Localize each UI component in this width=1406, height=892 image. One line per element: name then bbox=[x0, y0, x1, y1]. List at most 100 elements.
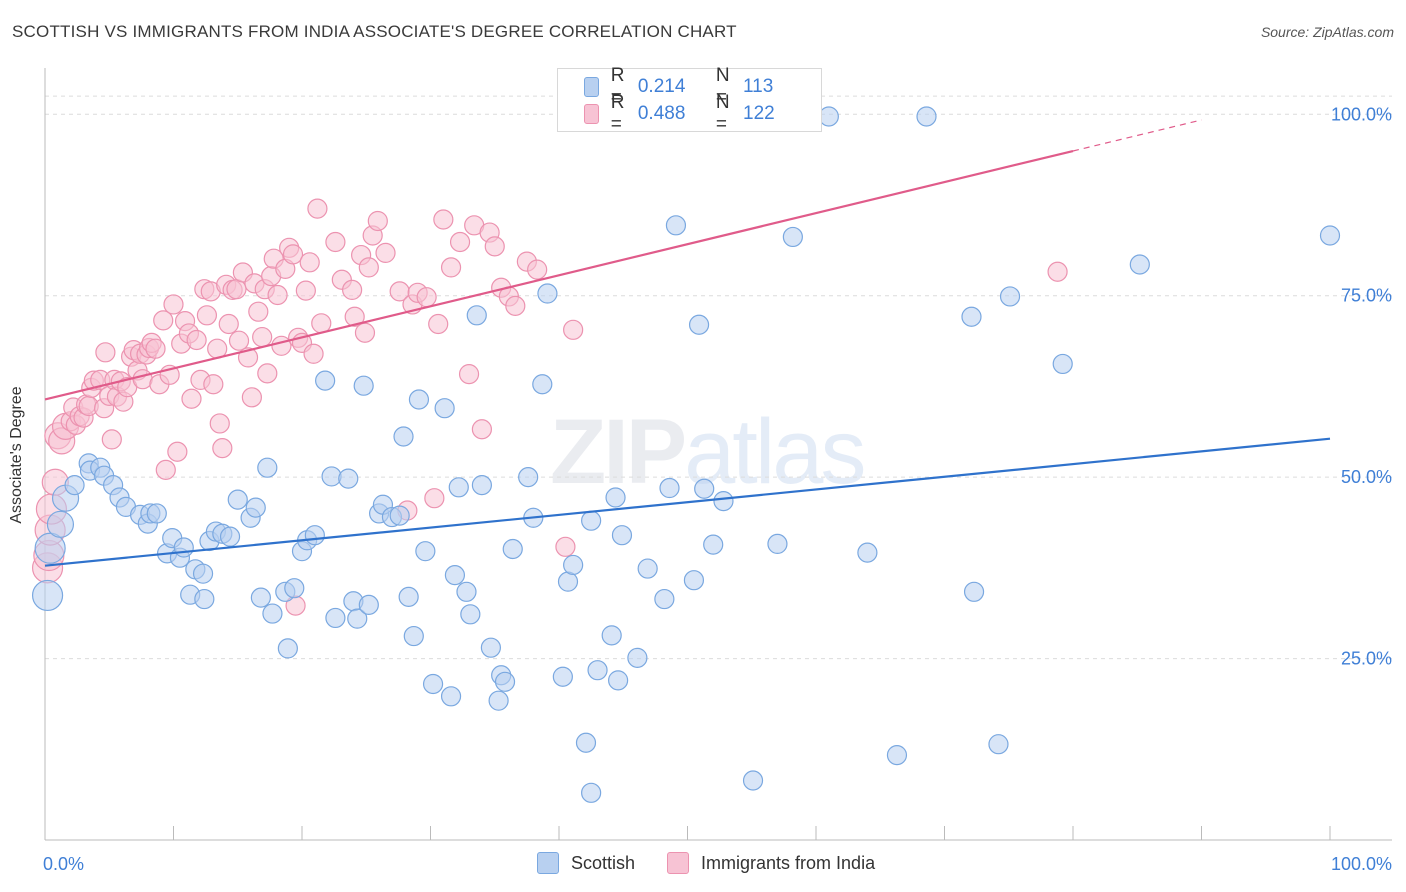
scottish-point bbox=[434, 398, 455, 419]
scottish-point bbox=[422, 673, 444, 695]
scottish-point bbox=[857, 542, 878, 563]
scottish-point bbox=[245, 497, 266, 518]
scottish-point bbox=[460, 604, 481, 625]
scottish-point bbox=[713, 490, 734, 512]
india-point bbox=[212, 438, 233, 459]
india-point bbox=[471, 419, 492, 440]
scottish-point bbox=[916, 106, 937, 127]
scottish-point bbox=[1129, 254, 1150, 275]
scottish-point bbox=[683, 570, 705, 591]
india-point bbox=[311, 313, 332, 334]
scottish-point bbox=[659, 477, 680, 499]
india-point bbox=[428, 313, 449, 335]
india-point bbox=[145, 338, 166, 359]
y-tick-label: 50.0% bbox=[1341, 467, 1392, 487]
scottish-point bbox=[353, 375, 374, 396]
india-point bbox=[505, 295, 526, 316]
india-point bbox=[132, 369, 153, 390]
trend-lines bbox=[44, 119, 1331, 567]
india-trend-line bbox=[44, 149, 1074, 401]
legend-item-india[interactable]: Immigrants from India bbox=[667, 852, 875, 874]
india-point bbox=[424, 488, 445, 509]
scottish-points bbox=[31, 106, 1341, 803]
scottish-point bbox=[694, 478, 715, 499]
india-point bbox=[257, 363, 278, 384]
india-point bbox=[303, 343, 324, 364]
india-trend-extension bbox=[1072, 119, 1202, 152]
scottish-point bbox=[325, 607, 346, 629]
scottish-point bbox=[146, 503, 167, 524]
india-point bbox=[354, 322, 376, 343]
scottish-point bbox=[403, 625, 424, 647]
india-point bbox=[218, 313, 239, 335]
scottish-point bbox=[444, 565, 466, 586]
scottish-swatch bbox=[584, 77, 599, 97]
scottish-point bbox=[703, 534, 724, 555]
scottish-point bbox=[502, 538, 523, 560]
india-point bbox=[252, 326, 273, 348]
india-point bbox=[299, 252, 320, 273]
india-point bbox=[344, 306, 365, 327]
india-point bbox=[163, 294, 184, 315]
scottish-point bbox=[315, 370, 336, 391]
scottish-point bbox=[1319, 225, 1341, 246]
scottish-point bbox=[31, 579, 64, 612]
india-point bbox=[209, 413, 230, 434]
india-point bbox=[449, 231, 471, 253]
scottish-point bbox=[581, 782, 602, 803]
india-point bbox=[563, 319, 584, 340]
scottish-point bbox=[64, 475, 85, 496]
legend-item-scottish[interactable]: Scottish bbox=[537, 852, 635, 874]
scottish-point bbox=[398, 586, 419, 607]
y-tick-label: 100.0% bbox=[1331, 104, 1392, 124]
scottish-point bbox=[46, 510, 75, 538]
scottish-point bbox=[358, 594, 379, 615]
scottish-point bbox=[605, 487, 626, 508]
scottish-point bbox=[557, 571, 579, 592]
india-point bbox=[416, 287, 437, 308]
scottish-point bbox=[257, 457, 278, 478]
series-legend: Scottish Immigrants from India bbox=[537, 852, 907, 874]
grid bbox=[45, 95, 1392, 660]
scottish-point bbox=[227, 489, 248, 510]
india-point bbox=[440, 257, 462, 278]
scottish-point bbox=[767, 533, 788, 555]
india-point bbox=[555, 536, 576, 557]
india-point bbox=[267, 284, 288, 306]
scottish-point bbox=[389, 505, 410, 526]
india-point bbox=[271, 335, 292, 356]
scottish-point bbox=[627, 647, 648, 668]
scottish-point bbox=[250, 587, 271, 608]
india-swatch bbox=[584, 104, 599, 124]
india-point bbox=[153, 310, 174, 331]
chart-title: SCOTTISH VS IMMIGRANTS FROM INDIA ASSOCI… bbox=[12, 22, 737, 41]
r-value: 0.488 bbox=[637, 103, 686, 124]
india-point bbox=[295, 280, 316, 301]
scottish-point bbox=[1052, 353, 1073, 375]
india-point bbox=[101, 429, 122, 450]
scottish-point bbox=[304, 525, 325, 546]
india-point bbox=[181, 388, 202, 409]
scottish-point bbox=[471, 475, 492, 496]
india-point bbox=[248, 301, 269, 322]
scottish-point bbox=[575, 732, 597, 753]
scottish-point bbox=[415, 541, 436, 562]
scottish-point bbox=[173, 537, 194, 558]
scottish-point bbox=[277, 638, 298, 659]
y-tick-label: 75.0% bbox=[1341, 286, 1392, 306]
india-point bbox=[203, 374, 224, 395]
scottish-swatch bbox=[537, 852, 559, 874]
scottish-point bbox=[818, 106, 839, 127]
india-point bbox=[186, 329, 207, 351]
scottish-point bbox=[321, 466, 342, 487]
india-swatch bbox=[667, 852, 690, 874]
india-point bbox=[527, 259, 548, 280]
scottish-point bbox=[988, 734, 1009, 755]
n-label: N = bbox=[715, 92, 730, 135]
india-point bbox=[358, 257, 379, 278]
india-point bbox=[155, 459, 176, 480]
scottish-point bbox=[688, 314, 710, 335]
scottish-point bbox=[219, 526, 241, 547]
scottish-trend-line bbox=[44, 437, 1331, 567]
